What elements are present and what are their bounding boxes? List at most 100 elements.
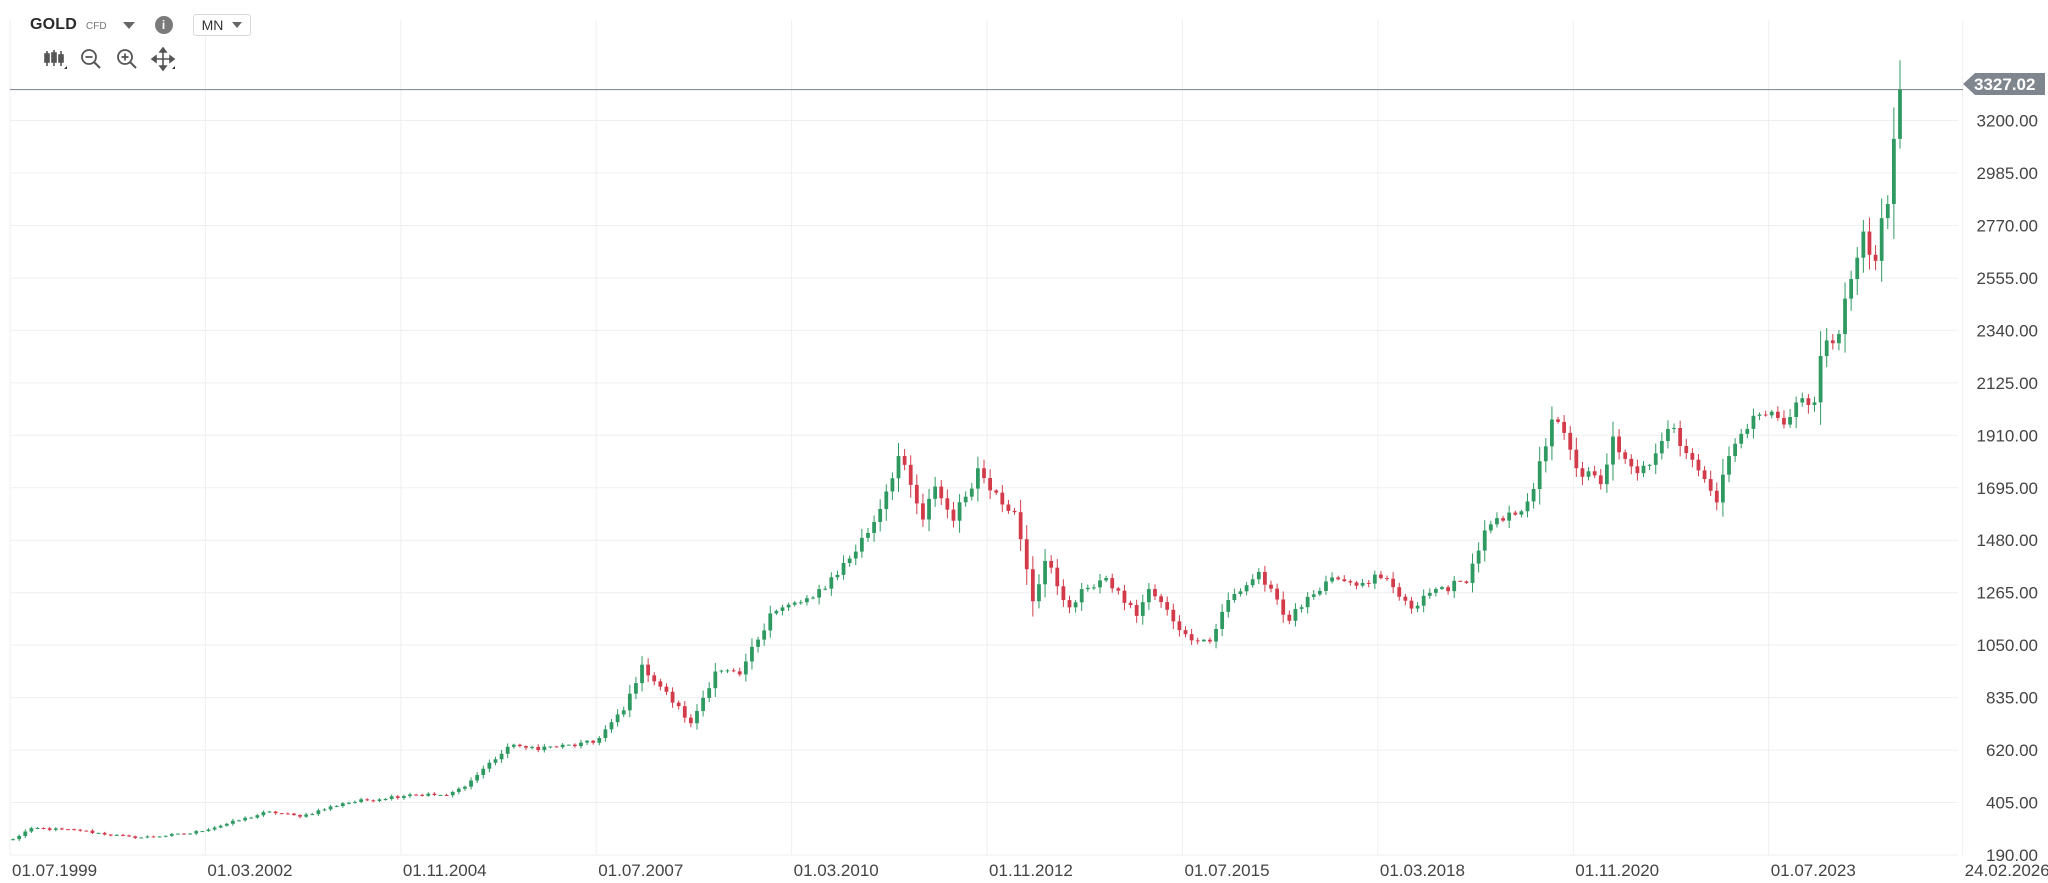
zoom-out-button[interactable]: [78, 46, 104, 72]
candle-down: [1782, 417, 1786, 425]
candle-down: [1830, 340, 1835, 344]
candle-down: [1049, 560, 1054, 568]
candle-up: [1507, 512, 1512, 521]
move-button[interactable]: [150, 46, 176, 72]
candle-up: [1043, 560, 1047, 585]
candle-down: [921, 503, 925, 520]
candle-up: [768, 613, 773, 631]
candle-down: [1562, 421, 1567, 433]
candle-down: [1024, 539, 1029, 570]
candle-up: [829, 577, 834, 589]
candle-down: [47, 828, 52, 830]
candle-up: [1440, 587, 1444, 590]
candle-up: [114, 834, 119, 836]
candle-up: [1232, 594, 1237, 601]
candle-down: [1635, 466, 1640, 474]
zoom-in-button[interactable]: [114, 46, 140, 72]
candle-down: [273, 811, 278, 814]
candle-up: [1427, 592, 1432, 596]
candle-up: [530, 746, 535, 748]
candle-down: [90, 830, 95, 833]
candle-up: [1733, 443, 1738, 457]
candle-down: [536, 746, 541, 751]
candle-up: [255, 815, 260, 818]
candle-down: [365, 799, 370, 801]
candle-up: [585, 740, 589, 743]
candle-down: [646, 664, 651, 676]
candle-down: [133, 836, 138, 838]
candle-up: [304, 814, 309, 817]
candle-up: [1317, 590, 1322, 595]
candle-down: [127, 835, 131, 837]
y-tick-label: 2985.00: [1977, 164, 2038, 183]
candle-up: [322, 809, 327, 811]
candle-up: [218, 825, 223, 828]
candle-up: [1250, 579, 1255, 586]
candle-down: [1177, 621, 1182, 631]
zoom-out-icon: [81, 49, 101, 69]
x-tick-label: 01.07.1999: [12, 861, 97, 880]
y-tick-label: 1695.00: [1977, 479, 2038, 498]
candle-down: [1165, 602, 1170, 610]
candle-down: [1195, 640, 1200, 642]
candle-down: [1281, 599, 1286, 615]
candle-down: [988, 478, 992, 491]
candle-up: [841, 562, 846, 575]
candle-down: [1336, 577, 1341, 580]
candle-up: [1085, 587, 1090, 590]
candle-down: [1592, 471, 1597, 476]
candle-down: [908, 464, 913, 485]
chart-type-icon: [44, 50, 67, 69]
chart-type-button[interactable]: [42, 46, 68, 72]
symbol-name[interactable]: GOLD: [30, 16, 78, 33]
y-tick-label: 3200.00: [1977, 112, 2038, 131]
candle-down: [1183, 630, 1188, 635]
candle-up: [487, 762, 492, 769]
candle-down: [1055, 567, 1060, 587]
candle-up: [1550, 419, 1554, 447]
candle-down: [1189, 634, 1194, 641]
candle-up: [1495, 518, 1499, 525]
price-axis[interactable]: 3200.00 2985.00 2770.00 2555.00 2340.00 2125.…: [1977, 112, 2038, 865]
candle-up: [805, 598, 809, 603]
candle-up: [1470, 563, 1475, 583]
candle-up: [1666, 428, 1670, 442]
candle-up: [756, 639, 760, 647]
info-icon[interactable]: i: [154, 16, 173, 34]
candle-up: [566, 744, 571, 746]
y-tick-label: 1480.00: [1977, 531, 2038, 550]
candle-up: [1824, 340, 1829, 357]
candle-down: [945, 498, 950, 510]
candle-up: [1898, 89, 1902, 139]
candle-up: [1855, 257, 1860, 280]
candle-up: [1843, 298, 1847, 335]
candle-up: [615, 714, 620, 723]
candle-up: [96, 832, 101, 834]
timeframe-select[interactable]: MN: [192, 14, 251, 36]
candle-up: [884, 491, 889, 509]
timeframe-value: MN: [201, 17, 224, 33]
candle-up: [1360, 582, 1365, 586]
y-tick-label: 1265.00: [1977, 584, 2038, 603]
candle-down: [121, 834, 125, 836]
candle-up: [200, 831, 205, 833]
candle-up: [743, 661, 748, 675]
candle-down: [1775, 411, 1780, 418]
time-axis[interactable]: 01.07.1999 01.03.2002 01.11.2004 01.07.2007…: [12, 861, 2048, 880]
candle-down: [1678, 428, 1683, 446]
candle-up: [188, 833, 193, 835]
candle-up: [163, 835, 168, 837]
candle-up: [261, 812, 266, 816]
symbol-dropdown-caret-icon[interactable]: [122, 21, 135, 29]
candle-up: [267, 811, 272, 813]
candle-down: [1366, 582, 1371, 584]
candle-down: [371, 800, 376, 802]
candle-down: [41, 828, 46, 830]
candle-down: [432, 793, 437, 796]
candle-up: [212, 827, 217, 830]
y-tick-label: 405.00: [1986, 794, 2038, 813]
candle-up: [176, 833, 180, 835]
candle-up: [1311, 594, 1316, 597]
candle-up: [243, 817, 247, 821]
